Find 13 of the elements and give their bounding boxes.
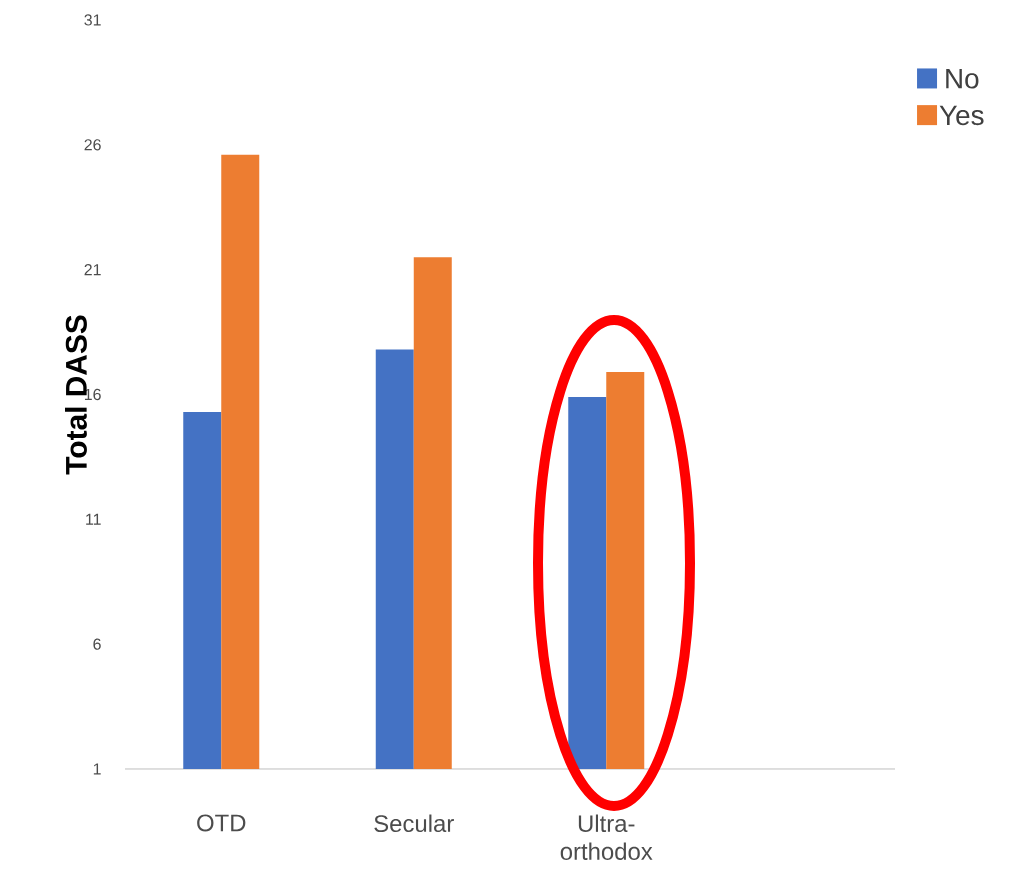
y-tick-label: 6 bbox=[93, 638, 101, 650]
y-tick-label: 11 bbox=[86, 513, 101, 525]
y-tick-label: 16 bbox=[84, 388, 101, 401]
x-tick-label: Ultra-orthodox bbox=[560, 814, 653, 860]
x-tick-label: OTD bbox=[197, 814, 246, 832]
y-tick-label: 21 bbox=[84, 264, 101, 276]
y-tick-label: 31 bbox=[84, 14, 101, 26]
y-tick-label: 26 bbox=[84, 139, 101, 151]
y-axis-title: Total DASS bbox=[64, 315, 87, 475]
legend-label: No bbox=[946, 69, 979, 89]
legend-label: Yes bbox=[939, 105, 984, 126]
y-tick-label: 1 bbox=[93, 763, 101, 775]
x-tick-label: Secular bbox=[374, 814, 454, 833]
